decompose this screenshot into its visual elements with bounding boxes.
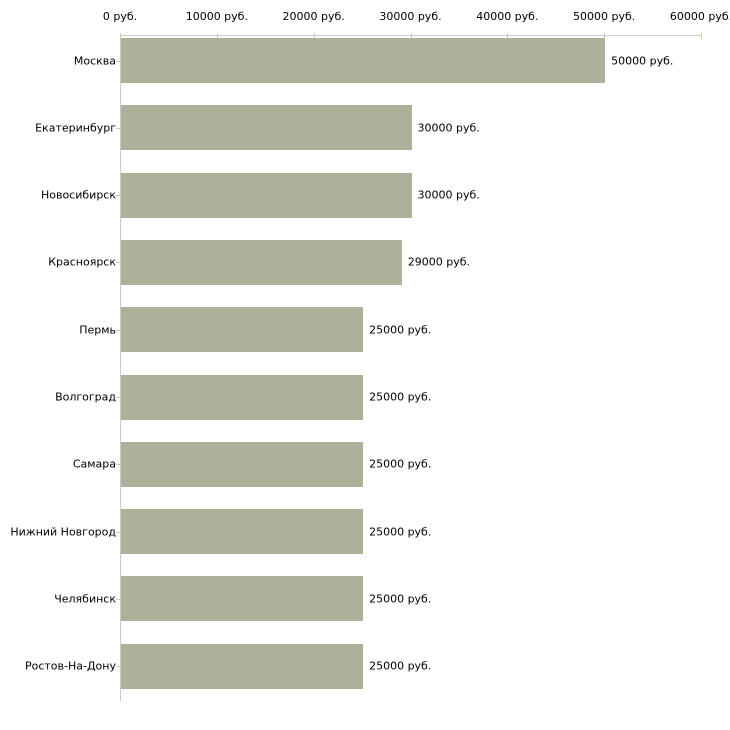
y-tick-mark: [116, 262, 120, 264]
bar-3: [121, 172, 412, 218]
y-tick-mark: [116, 60, 120, 62]
y-tick-mark: [116, 397, 120, 398]
x-tick-label: 30000 руб.: [379, 10, 442, 23]
category-label: Волгоград: [55, 390, 116, 404]
x-tick-label: 50000 руб.: [573, 10, 636, 23]
x-tick-label: 40000 руб.: [476, 10, 539, 23]
bar-1: [121, 38, 606, 83]
bar-5: [121, 307, 364, 353]
x-tick-mark: [313, 33, 315, 40]
value-label: 50000 руб.: [611, 54, 674, 67]
y-tick-mark: [116, 195, 120, 197]
category-label: Нижний Новгород: [10, 525, 116, 539]
bar-8: [121, 509, 364, 555]
category-label: Ростов-На-Дону: [24, 659, 116, 673]
x-tick-label: 10000 руб.: [185, 10, 248, 23]
value-label: 25000 руб.: [369, 457, 432, 471]
y-tick-mark: [116, 598, 120, 600]
x-tick-mark: [604, 33, 606, 40]
category-label: Пермь: [79, 323, 116, 337]
y-tick-mark: [116, 127, 120, 129]
value-label: 25000 руб.: [369, 525, 432, 539]
y-tick-mark: [116, 464, 120, 466]
x-tick-mark: [410, 33, 412, 40]
x-tick-label: 60000 руб.: [669, 10, 730, 23]
x-tick-label: 20000 руб.: [282, 10, 345, 23]
value-label: 29000 руб.: [407, 255, 471, 269]
x-tick-mark: [507, 33, 509, 40]
value-label: 25000 руб.: [369, 659, 432, 673]
value-label: 30000 руб.: [417, 188, 480, 202]
x-tick-mark: [701, 33, 702, 40]
y-tick-mark: [116, 329, 120, 331]
value-label: 25000 руб.: [369, 390, 432, 404]
y-tick-mark: [116, 531, 120, 533]
bar-2: [121, 105, 412, 151]
y-tick-mark: [116, 666, 120, 668]
bar-6: [121, 374, 364, 420]
value-label: 25000 руб.: [369, 592, 432, 606]
x-tick-mark: [120, 33, 121, 40]
x-tick-label: 0 руб.: [102, 10, 138, 23]
category-label: Самара: [72, 457, 116, 471]
y-axis-line: [120, 35, 121, 701]
category-label: Красноярск: [48, 255, 116, 269]
bar-10: [121, 643, 364, 689]
value-label: 30000 руб.: [417, 121, 480, 135]
bar-4: [121, 239, 402, 285]
bar-7: [121, 441, 364, 487]
category-label: Екатеринбург: [35, 121, 116, 135]
category-label: Новосибирск: [40, 188, 116, 202]
category-label: Челябинск: [54, 592, 116, 606]
category-label: Москва: [73, 54, 116, 67]
bar-9: [121, 576, 364, 622]
value-label: 25000 руб.: [369, 323, 432, 337]
x-tick-mark: [216, 33, 218, 40]
